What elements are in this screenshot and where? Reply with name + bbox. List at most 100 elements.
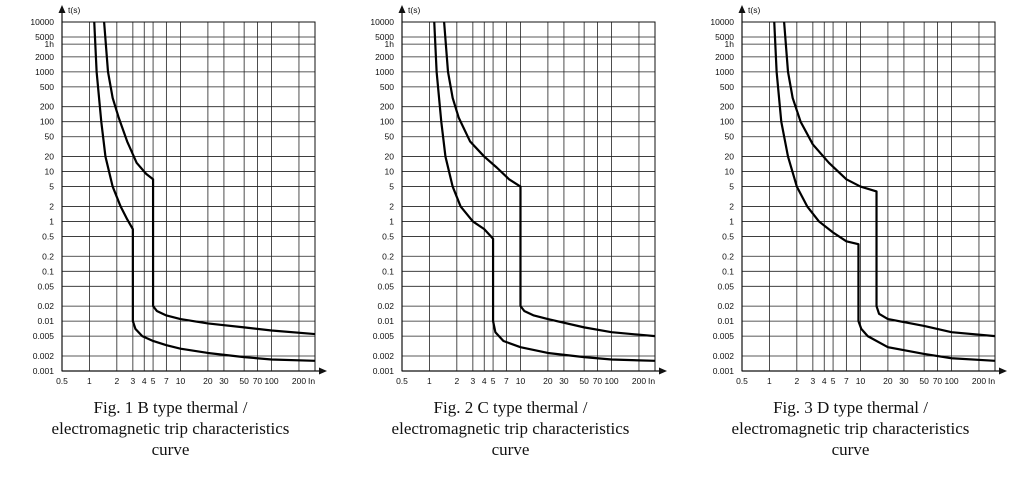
y-tick-label: 20 <box>385 152 395 162</box>
y-tick-label: 0.05 <box>717 281 734 291</box>
y-tick-label: 10000 <box>30 17 54 27</box>
x-tick-label: 3 <box>810 376 815 386</box>
y-tick-label: 5000 <box>715 32 734 42</box>
figure-d-type: 10000 5000 1h 2000 1000 500 200 100 50 20 10 5 2 1 0.5… <box>680 0 1021 478</box>
y-tick-label: 500 <box>40 82 54 92</box>
figure-c-type: 10000 5000 1h 2000 1000 500 200 100 50 20 10 5 2 1 0.5… <box>340 0 681 478</box>
x-tick-label: 0.5 <box>736 376 748 386</box>
y-axis-label: t(s) <box>68 5 80 15</box>
y-tick-label: 100 <box>380 117 394 127</box>
y-tick-label: 2 <box>389 201 394 211</box>
y-tick-label: 500 <box>720 82 734 92</box>
y-tick-label: 0.005 <box>713 331 735 341</box>
y-axis-arrow <box>398 5 406 13</box>
y-tick-label: 10000 <box>710 17 734 27</box>
x-tick-label: 30 <box>559 376 569 386</box>
y-tick-label: 2000 <box>35 52 54 62</box>
x-tick-label: 70 <box>593 376 603 386</box>
y-tick-label: 5 <box>49 182 54 192</box>
x-tick-label: 4 <box>142 376 147 386</box>
y-tick-label: 0.002 <box>373 351 395 361</box>
y-tick-label: 5 <box>729 182 734 192</box>
y-tick-label: 20 <box>45 152 55 162</box>
y-tick-label: 0.5 <box>42 231 54 241</box>
upper-trip-curve <box>443 22 655 338</box>
x-axis-arrow <box>999 367 1007 375</box>
y-tick-label: 1000 <box>715 67 734 77</box>
x-axis-label: In <box>308 376 315 386</box>
y-tick-label: 1 <box>729 216 734 226</box>
x-tick-label: 70 <box>253 376 263 386</box>
caption-line: curve <box>831 440 870 459</box>
y-tick-label: 2000 <box>715 52 734 62</box>
x-tick-label: 0.5 <box>56 376 68 386</box>
y-tick-label: 0.1 <box>42 266 54 276</box>
y-tick-label: 0.001 <box>33 366 55 376</box>
caption-d-type: Fig. 3 D type thermal / electromagnetic … <box>680 397 1021 460</box>
x-tick-label: 5 <box>831 376 836 386</box>
y-tick-label: 1h <box>45 39 55 49</box>
y-tick-label: 2 <box>49 201 54 211</box>
x-tick-label: 1 <box>427 376 432 386</box>
y-tick-label: 0.01 <box>717 316 734 326</box>
x-tick-label: 50 <box>919 376 929 386</box>
x-tick-label: 200 <box>972 376 986 386</box>
plot-frame <box>401 21 656 372</box>
y-axis-arrow <box>58 5 66 13</box>
x-tick-label: 7 <box>844 376 849 386</box>
y-tick-label: 1 <box>389 216 394 226</box>
y-tick-label: 2 <box>729 201 734 211</box>
x-tick-label: 2 <box>114 376 119 386</box>
x-tick-label: 50 <box>239 376 249 386</box>
x-tick-label: 200 <box>292 376 306 386</box>
y-tick-label: 0.001 <box>713 366 735 376</box>
x-tick-label: 1 <box>87 376 92 386</box>
x-tick-label: 100 <box>604 376 618 386</box>
y-tick-label: 0.001 <box>373 366 395 376</box>
x-tick-label: 7 <box>164 376 169 386</box>
x-tick-label: 3 <box>130 376 135 386</box>
y-tick-label: 0.02 <box>377 301 394 311</box>
y-axis-arrow <box>738 5 746 13</box>
y-tick-label: 0.01 <box>377 316 394 326</box>
x-tick-label: 70 <box>933 376 943 386</box>
caption-b-type: Fig. 1 B type thermal / electromagnetic … <box>0 397 341 460</box>
y-tick-label: 1 <box>49 216 54 226</box>
x-tick-label: 10 <box>176 376 186 386</box>
caption-line: Fig. 1 B type thermal / <box>93 398 248 417</box>
y-tick-label: 20 <box>725 152 735 162</box>
caption-c-type: Fig. 2 C type thermal / electromagnetic … <box>340 397 681 460</box>
y-tick-label: 0.5 <box>382 231 394 241</box>
y-tick-label: 0.005 <box>373 331 395 341</box>
y-tick-label: 0.2 <box>722 251 734 261</box>
plot-frame <box>61 21 316 372</box>
y-tick-label: 5000 <box>35 32 54 42</box>
y-tick-label: 2000 <box>375 52 394 62</box>
x-tick-label: 20 <box>883 376 893 386</box>
y-tick-label: 1000 <box>375 67 394 77</box>
x-tick-label: 30 <box>219 376 229 386</box>
y-tick-label: 1h <box>725 39 735 49</box>
x-tick-label: 7 <box>504 376 509 386</box>
x-tick-label: 5 <box>491 376 496 386</box>
x-tick-label: 3 <box>470 376 475 386</box>
y-tick-label: 10000 <box>370 17 394 27</box>
y-tick-label: 0.01 <box>37 316 54 326</box>
lower-trip-curve <box>773 22 995 362</box>
y-tick-label: 50 <box>45 132 55 142</box>
y-tick-label: 5 <box>389 182 394 192</box>
y-tick-label: 10 <box>385 167 395 177</box>
y-tick-label: 0.1 <box>722 266 734 276</box>
y-tick-label: 0.05 <box>37 281 54 291</box>
x-tick-label: 5 <box>151 376 156 386</box>
y-tick-label: 0.2 <box>382 251 394 261</box>
y-tick-label: 0.05 <box>377 281 394 291</box>
y-tick-label: 100 <box>720 117 734 127</box>
x-tick-label: 200 <box>632 376 646 386</box>
x-tick-label: 0.5 <box>396 376 408 386</box>
x-tick-label: 20 <box>543 376 553 386</box>
y-tick-label: 200 <box>720 102 734 112</box>
